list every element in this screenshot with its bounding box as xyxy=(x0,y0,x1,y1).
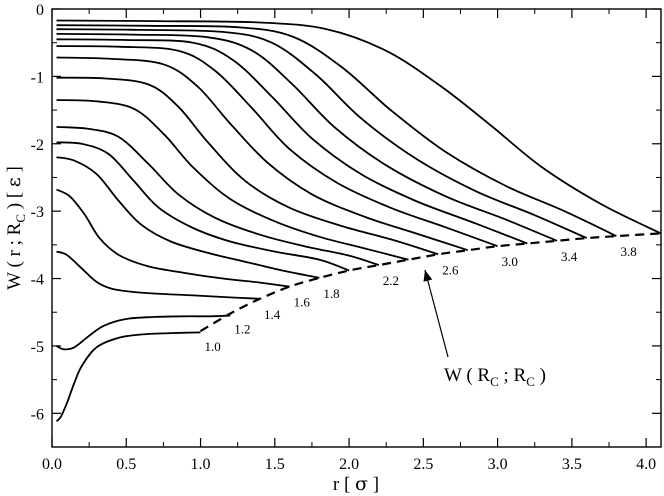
curve-label: 1.0 xyxy=(205,339,221,354)
y-tick-label: -2 xyxy=(31,137,44,154)
y-tick-label: -1 xyxy=(31,69,44,86)
x-tick-label: 0.5 xyxy=(116,456,136,473)
x-tick-label: 1.0 xyxy=(191,456,211,473)
y-tick-label: -4 xyxy=(31,272,44,289)
y-tick-label: 0 xyxy=(36,2,44,19)
curve-label: 3.8 xyxy=(620,244,636,259)
x-tick-label: 3.5 xyxy=(562,456,582,473)
x-tick-label: 0.0 xyxy=(42,456,62,473)
y-tick-label: -6 xyxy=(31,406,44,423)
x-tick-label: 3.0 xyxy=(488,456,508,473)
series-line xyxy=(56,76,439,256)
axis-ticks: 0.0 0.5 1.0 1.5 2.0 2.5 3.0 3.5 4.0 0 -1 -2 -3 -4 -5 -6 xyxy=(31,2,661,473)
series-line xyxy=(56,141,350,272)
curve-labels: 1.0 1.2 1.4 1.6 1.8 2.2 2.6 3.0 3.4 3.8 xyxy=(205,244,637,354)
series-line xyxy=(56,24,617,237)
series-line xyxy=(56,19,662,235)
series-line xyxy=(55,331,201,423)
curve-label: 3.0 xyxy=(502,254,518,269)
x-tick-label: 1.5 xyxy=(265,456,285,473)
curve-label: 1.2 xyxy=(234,322,250,337)
plot-frame xyxy=(51,8,662,448)
series-line xyxy=(56,45,498,248)
curve-label: 1.4 xyxy=(264,307,281,322)
series-line xyxy=(56,56,469,252)
series-line xyxy=(56,250,261,300)
series-line xyxy=(56,28,588,239)
envelope-label: W ( RC ; RC ) xyxy=(444,365,546,389)
curve-label: 2.2 xyxy=(383,273,399,288)
y-tick-label: -5 xyxy=(31,339,44,356)
series-line xyxy=(56,99,409,261)
series-line xyxy=(56,126,380,266)
curve-label: 3.4 xyxy=(561,249,578,264)
curve-label: 1.6 xyxy=(294,295,311,310)
series-line xyxy=(56,156,320,279)
series-layer xyxy=(55,19,662,423)
curve-label: 1.8 xyxy=(323,286,339,301)
envelope-curve xyxy=(199,232,662,333)
y-axis-label: W ( r ; RC ) [ ε ] xyxy=(3,166,28,290)
y-tick-label: -3 xyxy=(31,204,44,221)
curve-label: 2.6 xyxy=(442,262,459,277)
annotation-arrow xyxy=(423,269,449,358)
series-line xyxy=(56,38,528,245)
x-axis-label: r [ σ ] xyxy=(333,473,379,495)
series-line xyxy=(56,33,558,242)
x-tick-label: 4.0 xyxy=(636,456,656,473)
x-tick-label: 2.5 xyxy=(413,456,433,473)
series-line xyxy=(56,314,231,351)
x-tick-label: 2.0 xyxy=(339,456,359,473)
series-line xyxy=(56,188,290,288)
